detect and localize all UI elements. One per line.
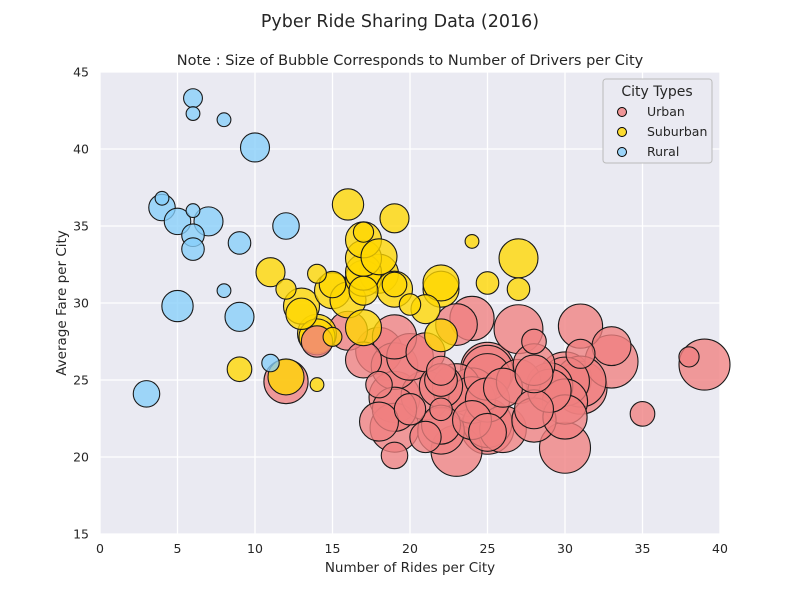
x-tick-label: 5 <box>174 541 182 556</box>
data-point-rural <box>224 301 255 332</box>
data-point-rural <box>216 112 232 128</box>
data-point-suburban <box>331 188 365 221</box>
data-point-suburban <box>475 271 500 295</box>
x-tick-label: 25 <box>480 541 496 556</box>
y-tick-label: 20 <box>73 450 89 465</box>
data-point-urban <box>521 328 547 355</box>
data-point-rural <box>239 132 271 163</box>
legend-title: City Types <box>621 84 692 100</box>
legend-marker-urban <box>617 107 627 117</box>
data-point-suburban <box>348 275 379 306</box>
y-tick-label: 25 <box>73 373 89 388</box>
data-point-rural <box>183 88 203 109</box>
data-point-suburban <box>322 326 343 347</box>
data-point-urban <box>393 393 427 426</box>
legend-box <box>602 78 713 164</box>
data-point-urban <box>629 401 656 427</box>
data-point-rural <box>216 283 232 299</box>
data-point-urban <box>468 412 507 452</box>
data-point-suburban <box>506 277 531 301</box>
data-point-rural <box>185 203 201 219</box>
data-point-rural <box>261 353 280 373</box>
data-point-suburban <box>464 233 480 249</box>
data-point-suburban <box>309 377 325 393</box>
data-point-suburban <box>285 297 318 330</box>
data-point-rural <box>154 190 170 206</box>
data-point-urban <box>429 397 453 422</box>
x-tick-label: 20 <box>402 541 418 556</box>
axis-ticks: 0 5 10 15 20 25 30 35 40 15 20 25 30 35 40 45 <box>73 65 728 557</box>
y-tick-label: 40 <box>73 142 89 157</box>
data-point-rural <box>132 380 161 408</box>
data-point-suburban <box>379 203 410 234</box>
y-tick-label: 35 <box>73 219 89 234</box>
data-point-rural <box>227 231 252 255</box>
x-tick-label: 35 <box>635 541 651 556</box>
data-point-suburban <box>498 238 539 279</box>
data-point-urban <box>591 326 632 367</box>
data-point-urban <box>425 355 457 386</box>
data-point-suburban <box>307 263 327 284</box>
data-point-suburban <box>424 318 458 353</box>
y-tick-label: 45 <box>73 65 89 80</box>
y-tick-label: 15 <box>73 527 89 542</box>
legend-label-rural: Rural <box>647 144 679 159</box>
legend: City Types Urban Suburban Rural <box>602 78 713 164</box>
data-point-rural <box>272 212 300 240</box>
data-point-urban <box>565 338 596 369</box>
data-point-suburban <box>255 257 286 288</box>
data-point-suburban <box>360 238 398 276</box>
legend-label-urban: Urban <box>647 104 685 119</box>
x-tick-label: 30 <box>557 541 573 556</box>
data-point-suburban <box>381 271 408 298</box>
y-tick-label: 30 <box>73 296 89 311</box>
data-point-suburban <box>344 309 383 347</box>
data-markers <box>132 88 731 477</box>
data-point-urban <box>409 420 442 454</box>
data-point-suburban <box>275 278 297 300</box>
legend-marker-rural <box>617 147 627 157</box>
data-point-suburban <box>422 264 460 302</box>
data-point-urban <box>678 346 700 368</box>
data-point-urban <box>513 389 555 430</box>
chart-suptitle: Pyber Ride Sharing Data (2016) <box>261 12 539 32</box>
y-axis-label: Average Fare per City <box>54 230 70 376</box>
legend-label-suburban: Suburban <box>647 124 707 139</box>
legend-marker-suburban <box>617 127 627 137</box>
data-point-urban <box>514 354 554 394</box>
data-point-rural <box>181 237 205 261</box>
data-point-urban <box>358 401 400 442</box>
data-point-rural <box>161 289 194 323</box>
x-tick-label: 40 <box>712 541 728 556</box>
data-point-suburban <box>226 356 253 383</box>
data-point-urban <box>365 370 393 399</box>
x-tick-label: 10 <box>247 541 263 556</box>
data-point-suburban <box>352 221 375 243</box>
chart-title: Note : Size of Bubble Corresponds to Num… <box>177 53 644 69</box>
x-tick-label: 15 <box>325 541 341 556</box>
data-point-suburban <box>398 293 422 316</box>
data-point-rural <box>185 106 201 122</box>
data-point-urban <box>380 441 409 470</box>
x-axis-label: Number of Rides per City <box>325 560 495 576</box>
x-tick-label: 0 <box>96 541 104 556</box>
